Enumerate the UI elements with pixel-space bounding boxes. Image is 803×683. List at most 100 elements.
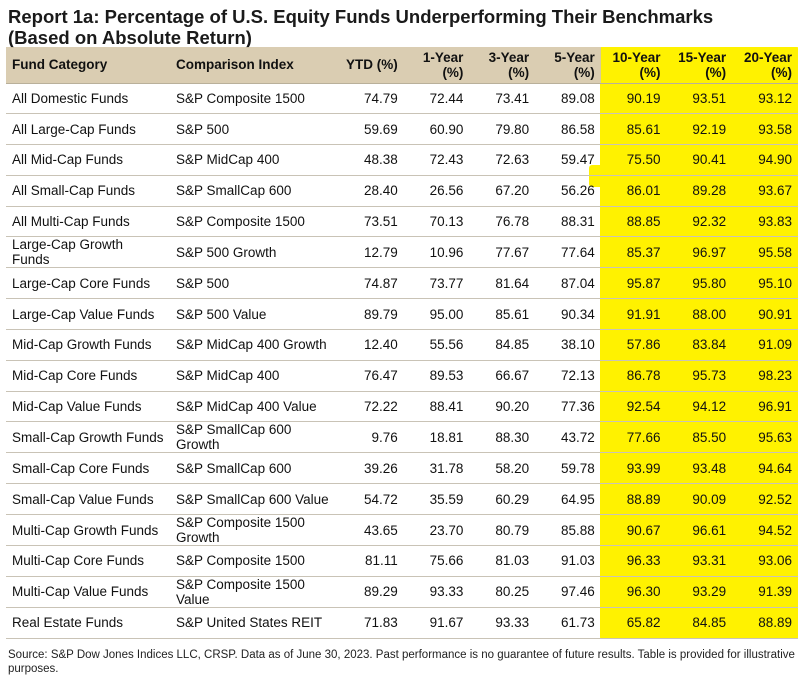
- value-cell: 92.32: [666, 206, 733, 238]
- value-cell: 80.25: [469, 576, 536, 608]
- value-cell: 85.37: [600, 236, 667, 269]
- value-cell: 72.13: [535, 360, 601, 392]
- comparison-index-cell: S&P SmallCap 600 Value: [170, 483, 339, 516]
- value-cell: 95.80: [666, 267, 733, 300]
- value-cell: 75.50: [600, 144, 667, 176]
- comparison-index-cell: S&P SmallCap 600: [170, 452, 339, 485]
- value-cell: 92.52: [732, 483, 798, 516]
- value-cell: 56.26: [535, 175, 601, 207]
- value-cell: 84.85: [469, 329, 536, 361]
- value-cell: 93.29: [666, 576, 733, 608]
- comparison-index-cell: S&P Composite 1500 Value: [170, 576, 339, 608]
- value-cell: 91.91: [600, 298, 667, 331]
- comparison-index-cell: S&P 500: [170, 113, 339, 146]
- table-row: Small-Cap Growth Funds S&P SmallCap 600 G…: [6, 421, 798, 454]
- value-cell: 93.58: [732, 113, 798, 146]
- value-cell: 96.61: [666, 514, 733, 547]
- value-cell: 96.33: [600, 545, 667, 577]
- value-cell: 96.30: [600, 576, 667, 608]
- value-cell: 73.77: [403, 267, 470, 300]
- value-cell: 18.81: [403, 421, 470, 454]
- value-cell: 58.20: [469, 452, 536, 485]
- comparison-index-cell: S&P SmallCap 600 Growth: [170, 421, 339, 454]
- comparison-index-cell: S&P Composite 1500: [170, 83, 339, 115]
- value-cell: 88.31: [535, 206, 601, 238]
- value-cell: 64.95: [535, 483, 601, 516]
- value-cell: 93.33: [403, 576, 470, 608]
- value-cell: 48.38: [338, 144, 404, 176]
- table-row: All Small-Cap Funds S&P SmallCap 600 28.40…: [6, 175, 798, 207]
- table-row: Multi-Cap Value Funds S&P Composite 1500 …: [6, 576, 798, 608]
- value-cell: 43.72: [535, 421, 601, 454]
- column-header: 20-Year (%): [732, 47, 798, 84]
- value-cell: 93.33: [469, 607, 536, 639]
- fund-category-cell: Large-Cap Growth Funds: [6, 236, 171, 269]
- value-cell: 88.89: [600, 483, 667, 516]
- value-cell: 90.19: [600, 83, 667, 115]
- value-cell: 89.79: [338, 298, 404, 331]
- value-cell: 70.13: [403, 206, 470, 238]
- fund-category-cell: All Small-Cap Funds: [6, 175, 171, 207]
- table-body: All Domestic Funds S&P Composite 1500 74.7…: [6, 83, 798, 639]
- comparison-index-cell: S&P 500 Growth: [170, 236, 339, 269]
- value-cell: 94.52: [732, 514, 798, 547]
- value-cell: 91.39: [732, 576, 798, 608]
- value-cell: 59.78: [535, 452, 601, 485]
- value-cell: 97.46: [535, 576, 601, 608]
- comparison-index-cell: S&P MidCap 400 Value: [170, 391, 339, 423]
- table-row: Multi-Cap Growth Funds S&P Composite 1500…: [6, 514, 798, 547]
- value-cell: 12.40: [338, 329, 404, 361]
- comparison-index-cell: S&P Composite 1500 Growth: [170, 514, 339, 547]
- value-cell: 92.19: [666, 113, 733, 146]
- value-cell: 83.84: [666, 329, 733, 361]
- value-cell: 77.66: [600, 421, 667, 454]
- value-cell: 90.09: [666, 483, 733, 516]
- value-cell: 39.26: [338, 452, 404, 485]
- fund-category-cell: All Large-Cap Funds: [6, 113, 171, 146]
- title-line-1: Report 1a: Percentage of U.S. Equity Fun…: [8, 6, 714, 27]
- value-cell: 67.20: [469, 175, 536, 207]
- value-cell: 74.79: [338, 83, 404, 115]
- table-row: Large-Cap Core Funds S&P 500 74.87 73.77 81.…: [6, 267, 798, 300]
- table-row: Mid-Cap Core Funds S&P MidCap 400 76.47 89.…: [6, 360, 798, 392]
- fund-category-cell: Mid-Cap Growth Funds: [6, 329, 171, 361]
- fund-category-cell: Real Estate Funds: [6, 607, 171, 639]
- value-cell: 94.64: [732, 452, 798, 485]
- fund-category-cell: Small-Cap Core Funds: [6, 452, 171, 485]
- comparison-index-cell: S&P 500: [170, 267, 339, 300]
- value-cell: 96.91: [732, 391, 798, 423]
- value-cell: 77.67: [469, 236, 536, 269]
- value-cell: 88.30: [469, 421, 536, 454]
- fund-category-cell: All Domestic Funds: [6, 83, 171, 115]
- value-cell: 55.56: [403, 329, 470, 361]
- value-cell: 71.83: [338, 607, 404, 639]
- fund-category-cell: All Mid-Cap Funds: [6, 144, 171, 176]
- value-cell: 94.90: [732, 144, 798, 176]
- value-cell: 90.20: [469, 391, 536, 423]
- value-cell: 93.67: [732, 175, 798, 207]
- value-cell: 23.70: [403, 514, 470, 547]
- value-cell: 96.97: [666, 236, 733, 269]
- comparison-index-cell: S&P United States REIT: [170, 607, 339, 639]
- underperformance-table: Fund Category Comparison Index YTD (%) 1-Ye…: [6, 47, 798, 639]
- value-cell: 86.58: [535, 113, 601, 146]
- value-cell: 95.63: [732, 421, 798, 454]
- value-cell: 85.88: [535, 514, 601, 547]
- value-cell: 59.47: [535, 144, 601, 176]
- comparison-index-cell: S&P 500 Value: [170, 298, 339, 331]
- value-cell: 9.76: [338, 421, 404, 454]
- value-cell: 92.54: [600, 391, 667, 423]
- value-cell: 72.44: [403, 83, 470, 115]
- table-row: Multi-Cap Core Funds S&P Composite 1500 81…: [6, 545, 798, 577]
- value-cell: 77.36: [535, 391, 601, 423]
- value-cell: 57.86: [600, 329, 667, 361]
- value-cell: 66.67: [469, 360, 536, 392]
- value-cell: 95.00: [403, 298, 470, 331]
- value-cell: 93.31: [666, 545, 733, 577]
- value-cell: 75.66: [403, 545, 470, 577]
- value-cell: 98.23: [732, 360, 798, 392]
- table-row: All Mid-Cap Funds S&P MidCap 400 48.38 72.4…: [6, 144, 798, 176]
- value-cell: 91.03: [535, 545, 601, 577]
- value-cell: 93.51: [666, 83, 733, 115]
- column-header: Comparison Index: [170, 47, 339, 84]
